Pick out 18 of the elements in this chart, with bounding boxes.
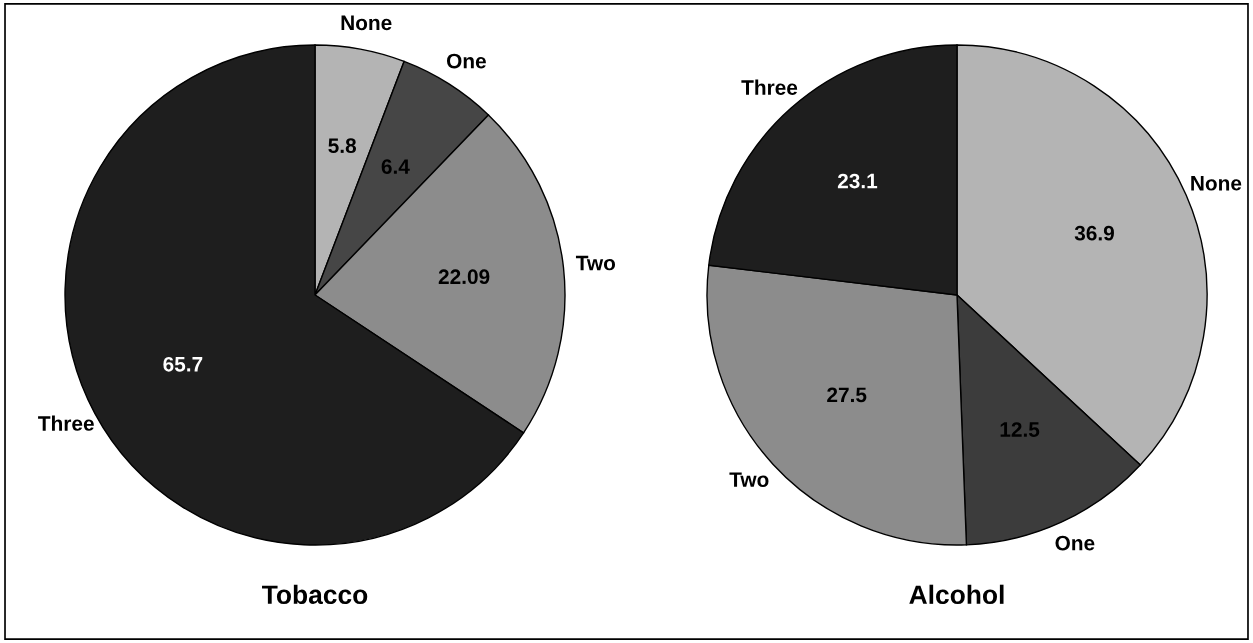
slice-label: Three — [38, 415, 94, 431]
data-label: 65.7 — [163, 356, 203, 372]
text: Alcohol — [909, 584, 1004, 605]
text: Tobacco — [262, 584, 368, 605]
slice-label: Two — [729, 472, 769, 487]
slice-label: One — [446, 53, 486, 69]
data-label: 12.5 — [1000, 422, 1040, 437]
slice-label: None — [341, 15, 392, 31]
slice-label: Three — [741, 79, 798, 95]
slice-label: One — [1055, 535, 1095, 551]
data-label: 36.9 — [1074, 225, 1114, 241]
slice-label: Two — [575, 255, 616, 271]
data-label: 6.4 — [381, 159, 410, 174]
data-label: 22.09 — [438, 269, 490, 285]
slice-label: None — [1191, 176, 1242, 191]
data-label: 23.1 — [837, 173, 878, 189]
data-label: 27.5 — [827, 387, 867, 403]
data-label: 5.8 — [328, 138, 357, 154]
